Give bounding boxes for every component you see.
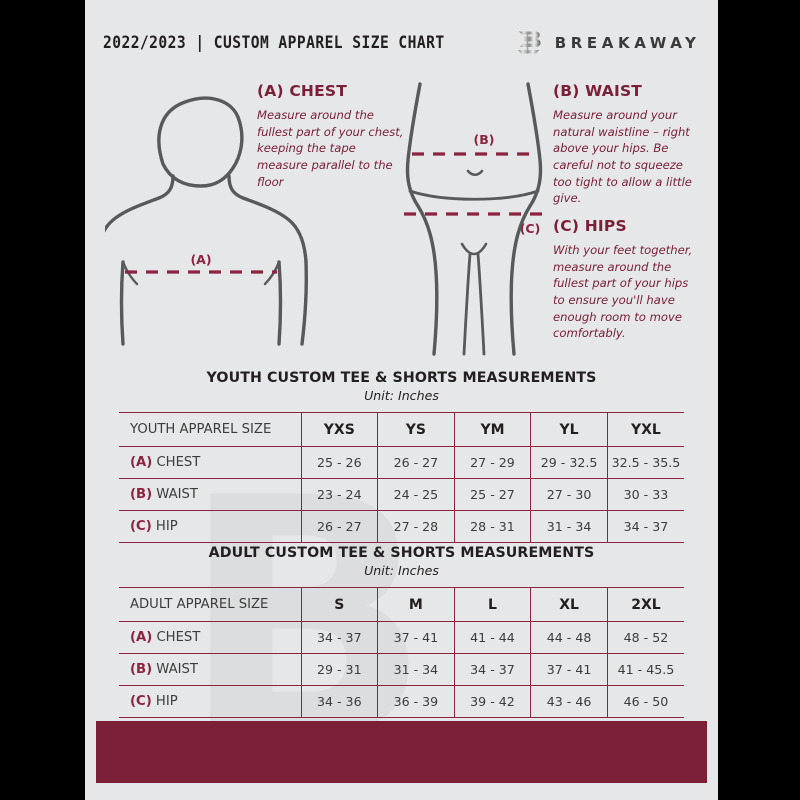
hips-marker-label: (C) (520, 221, 541, 236)
adult-table-header-row: ADULT APPAREL SIZE S M L XL 2XL (119, 587, 684, 622)
hips-figure-illustration: (B) (C) (404, 82, 544, 356)
youth-cell-hip-yl: 31 - 34 (530, 510, 608, 543)
youth-apparel-size-header: YOUTH APPAREL SIZE (119, 412, 302, 447)
row-marker: (C) (130, 694, 152, 709)
hips-instruction-heading: (C) HIPS (553, 217, 627, 235)
row-label-text: HIP (151, 694, 178, 709)
youth-size-header-yxl: YXL (606, 412, 684, 447)
youth-cell-waist-yl: 27 - 30 (530, 478, 608, 511)
chest-marker-label: (A) (190, 252, 211, 267)
row-marker: (A) (130, 630, 153, 645)
youth-cell-chest-yxs: 25 - 26 (300, 446, 379, 479)
adult-cell-waist-2xl: 41 - 45.5 (606, 653, 684, 686)
adult-row-label-hip: (C) HIP (119, 685, 302, 718)
youth-table-header-row: YOUTH APPAREL SIZE YXS YS YM YL YXL (119, 412, 684, 447)
youth-size-header-yl: YL (530, 412, 608, 447)
youth-size-header-ys: YS (377, 412, 455, 447)
row-label-text: HIP (151, 519, 178, 534)
youth-size-header-ym: YM (453, 412, 532, 447)
chest-instruction-block: (A) CHEST Measure around the fullest par… (257, 82, 409, 190)
adult-section-title: ADULT CUSTOM TEE & SHORTS MEASUREMENTS (208, 545, 595, 561)
hips-instruction-body: With your feet together, measure around … (553, 243, 693, 341)
adult-size-header-m: M (377, 587, 455, 622)
hips-instruction-block: (C) HIPS With your feet together, measur… (553, 217, 699, 342)
adult-size-header-2xl: 2XL (606, 587, 684, 622)
chest-instruction-heading: (A) CHEST (257, 82, 348, 100)
torso-figure-illustration: (A) (105, 96, 308, 346)
adult-size-header-l: L (453, 587, 532, 622)
adult-cell-chest-2xl: 48 - 52 (606, 621, 684, 654)
adult-row-label-waist: (B) WAIST (119, 653, 302, 686)
row-label-text: CHEST (152, 630, 201, 645)
adult-size-header-s: S (300, 587, 379, 622)
waist-marker-label: (B) (474, 132, 495, 147)
size-chart-page: B 2022/2023 | CUSTOM APPAREL SIZE CHART (85, 0, 718, 800)
row-label-text: WAIST (152, 662, 198, 677)
row-marker: (B) (130, 662, 153, 677)
adult-cell-hip-m: 36 - 39 (377, 685, 455, 718)
adult-cell-waist-m: 31 - 34 (377, 653, 455, 686)
adult-cell-hip-2xl: 46 - 50 (606, 685, 684, 718)
table-row: (A) CHEST 34 - 37 37 - 41 41 - 44 44 - 48 48 … (119, 621, 684, 654)
youth-cell-waist-ys: 24 - 25 (377, 478, 455, 511)
youth-unit-label: Unit: Inches (364, 388, 439, 403)
youth-cell-chest-yl: 29 - 32.5 (530, 446, 608, 479)
waist-instruction-body: Measure around your natural waistline – … (553, 108, 692, 206)
adult-row-label-chest: (A) CHEST (119, 621, 302, 654)
youth-cell-hip-yxs: 26 - 27 (300, 510, 379, 543)
adult-cell-chest-l: 41 - 44 (453, 621, 532, 654)
measurement-illustrations: (A) (B) (C) (85, 72, 718, 362)
page-header: 2022/2023 | CUSTOM APPAREL SIZE CHART BR… (85, 26, 718, 60)
adult-cell-chest-s: 34 - 37 (300, 621, 379, 654)
chest-instruction-body: Measure around the fullest part of your … (257, 108, 404, 189)
youth-size-section: YOUTH CUSTOM TEE & SHORTS MEASUREMENTS U… (85, 370, 718, 543)
adult-cell-waist-s: 29 - 31 (300, 653, 379, 686)
youth-size-header-yxs: YXS (300, 412, 379, 447)
youth-cell-chest-ys: 26 - 27 (377, 446, 455, 479)
adult-cell-waist-l: 34 - 37 (453, 653, 532, 686)
youth-row-label-hip: (C) HIP (119, 510, 302, 543)
youth-cell-hip-ys: 27 - 28 (377, 510, 455, 543)
adult-cell-hip-l: 39 - 42 (453, 685, 532, 718)
adult-cell-waist-xl: 37 - 41 (530, 653, 608, 686)
adult-cell-hip-xl: 43 - 46 (530, 685, 608, 718)
table-row: (C) HIP 26 - 27 27 - 28 28 - 31 31 - 34 34 - … (119, 510, 684, 543)
youth-section-title: YOUTH CUSTOM TEE & SHORTS MEASUREMENTS (206, 370, 597, 386)
adult-size-section: ADULT CUSTOM TEE & SHORTS MEASUREMENTS U… (85, 545, 718, 718)
page-title: 2022/2023 | CUSTOM APPAREL SIZE CHART (102, 33, 445, 53)
youth-cell-waist-yxs: 23 - 24 (300, 478, 379, 511)
adult-size-header-xl: XL (530, 587, 608, 622)
adult-cell-chest-xl: 44 - 48 (530, 621, 608, 654)
youth-row-label-chest: (A) CHEST (119, 446, 302, 479)
row-marker: (C) (130, 519, 152, 534)
adult-apparel-size-header: ADULT APPAREL SIZE (119, 587, 302, 622)
table-row: (B) WAIST 23 - 24 24 - 25 25 - 27 27 - 30 30 … (119, 478, 684, 511)
youth-cell-waist-yxl: 30 - 33 (606, 478, 684, 511)
row-marker: (A) (130, 455, 153, 470)
waist-instruction-heading: (B) WAIST (553, 82, 643, 100)
youth-row-label-waist: (B) WAIST (119, 478, 302, 511)
adult-size-table: ADULT APPAREL SIZE S M L XL 2XL (A) CHEST 34 -… (119, 587, 684, 718)
breakaway-b-logo-icon (517, 31, 541, 54)
youth-cell-hip-yxl: 34 - 37 (606, 510, 684, 543)
youth-cell-waist-ym: 25 - 27 (453, 478, 532, 511)
adult-unit-label: Unit: Inches (364, 563, 439, 578)
youth-cell-hip-ym: 28 - 31 (453, 510, 532, 543)
youth-cell-chest-ym: 27 - 29 (453, 446, 532, 479)
table-row: (A) CHEST 25 - 26 26 - 27 27 - 29 29 - 32.5 3… (119, 446, 684, 479)
adult-cell-hip-s: 34 - 36 (300, 685, 379, 718)
row-label-text: WAIST (152, 487, 198, 502)
brand-logo: BREAKAWAY (516, 28, 701, 58)
youth-cell-chest-yxl: 32.5 - 35.5 (606, 446, 684, 479)
adult-cell-chest-m: 37 - 41 (377, 621, 455, 654)
footer-bar (96, 721, 707, 783)
row-marker: (B) (130, 487, 153, 502)
brand-name: BREAKAWAY (554, 34, 701, 52)
table-row: (B) WAIST 29 - 31 31 - 34 34 - 37 37 - 41 41 … (119, 653, 684, 686)
youth-size-table: YOUTH APPAREL SIZE YXS YS YM YL YXL (A) CHEST… (119, 412, 684, 543)
row-label-text: CHEST (152, 455, 201, 470)
table-row: (C) HIP 34 - 36 36 - 39 39 - 42 43 - 46 46 - … (119, 685, 684, 718)
waist-instruction-block: (B) WAIST Measure around your natural wa… (553, 82, 699, 207)
